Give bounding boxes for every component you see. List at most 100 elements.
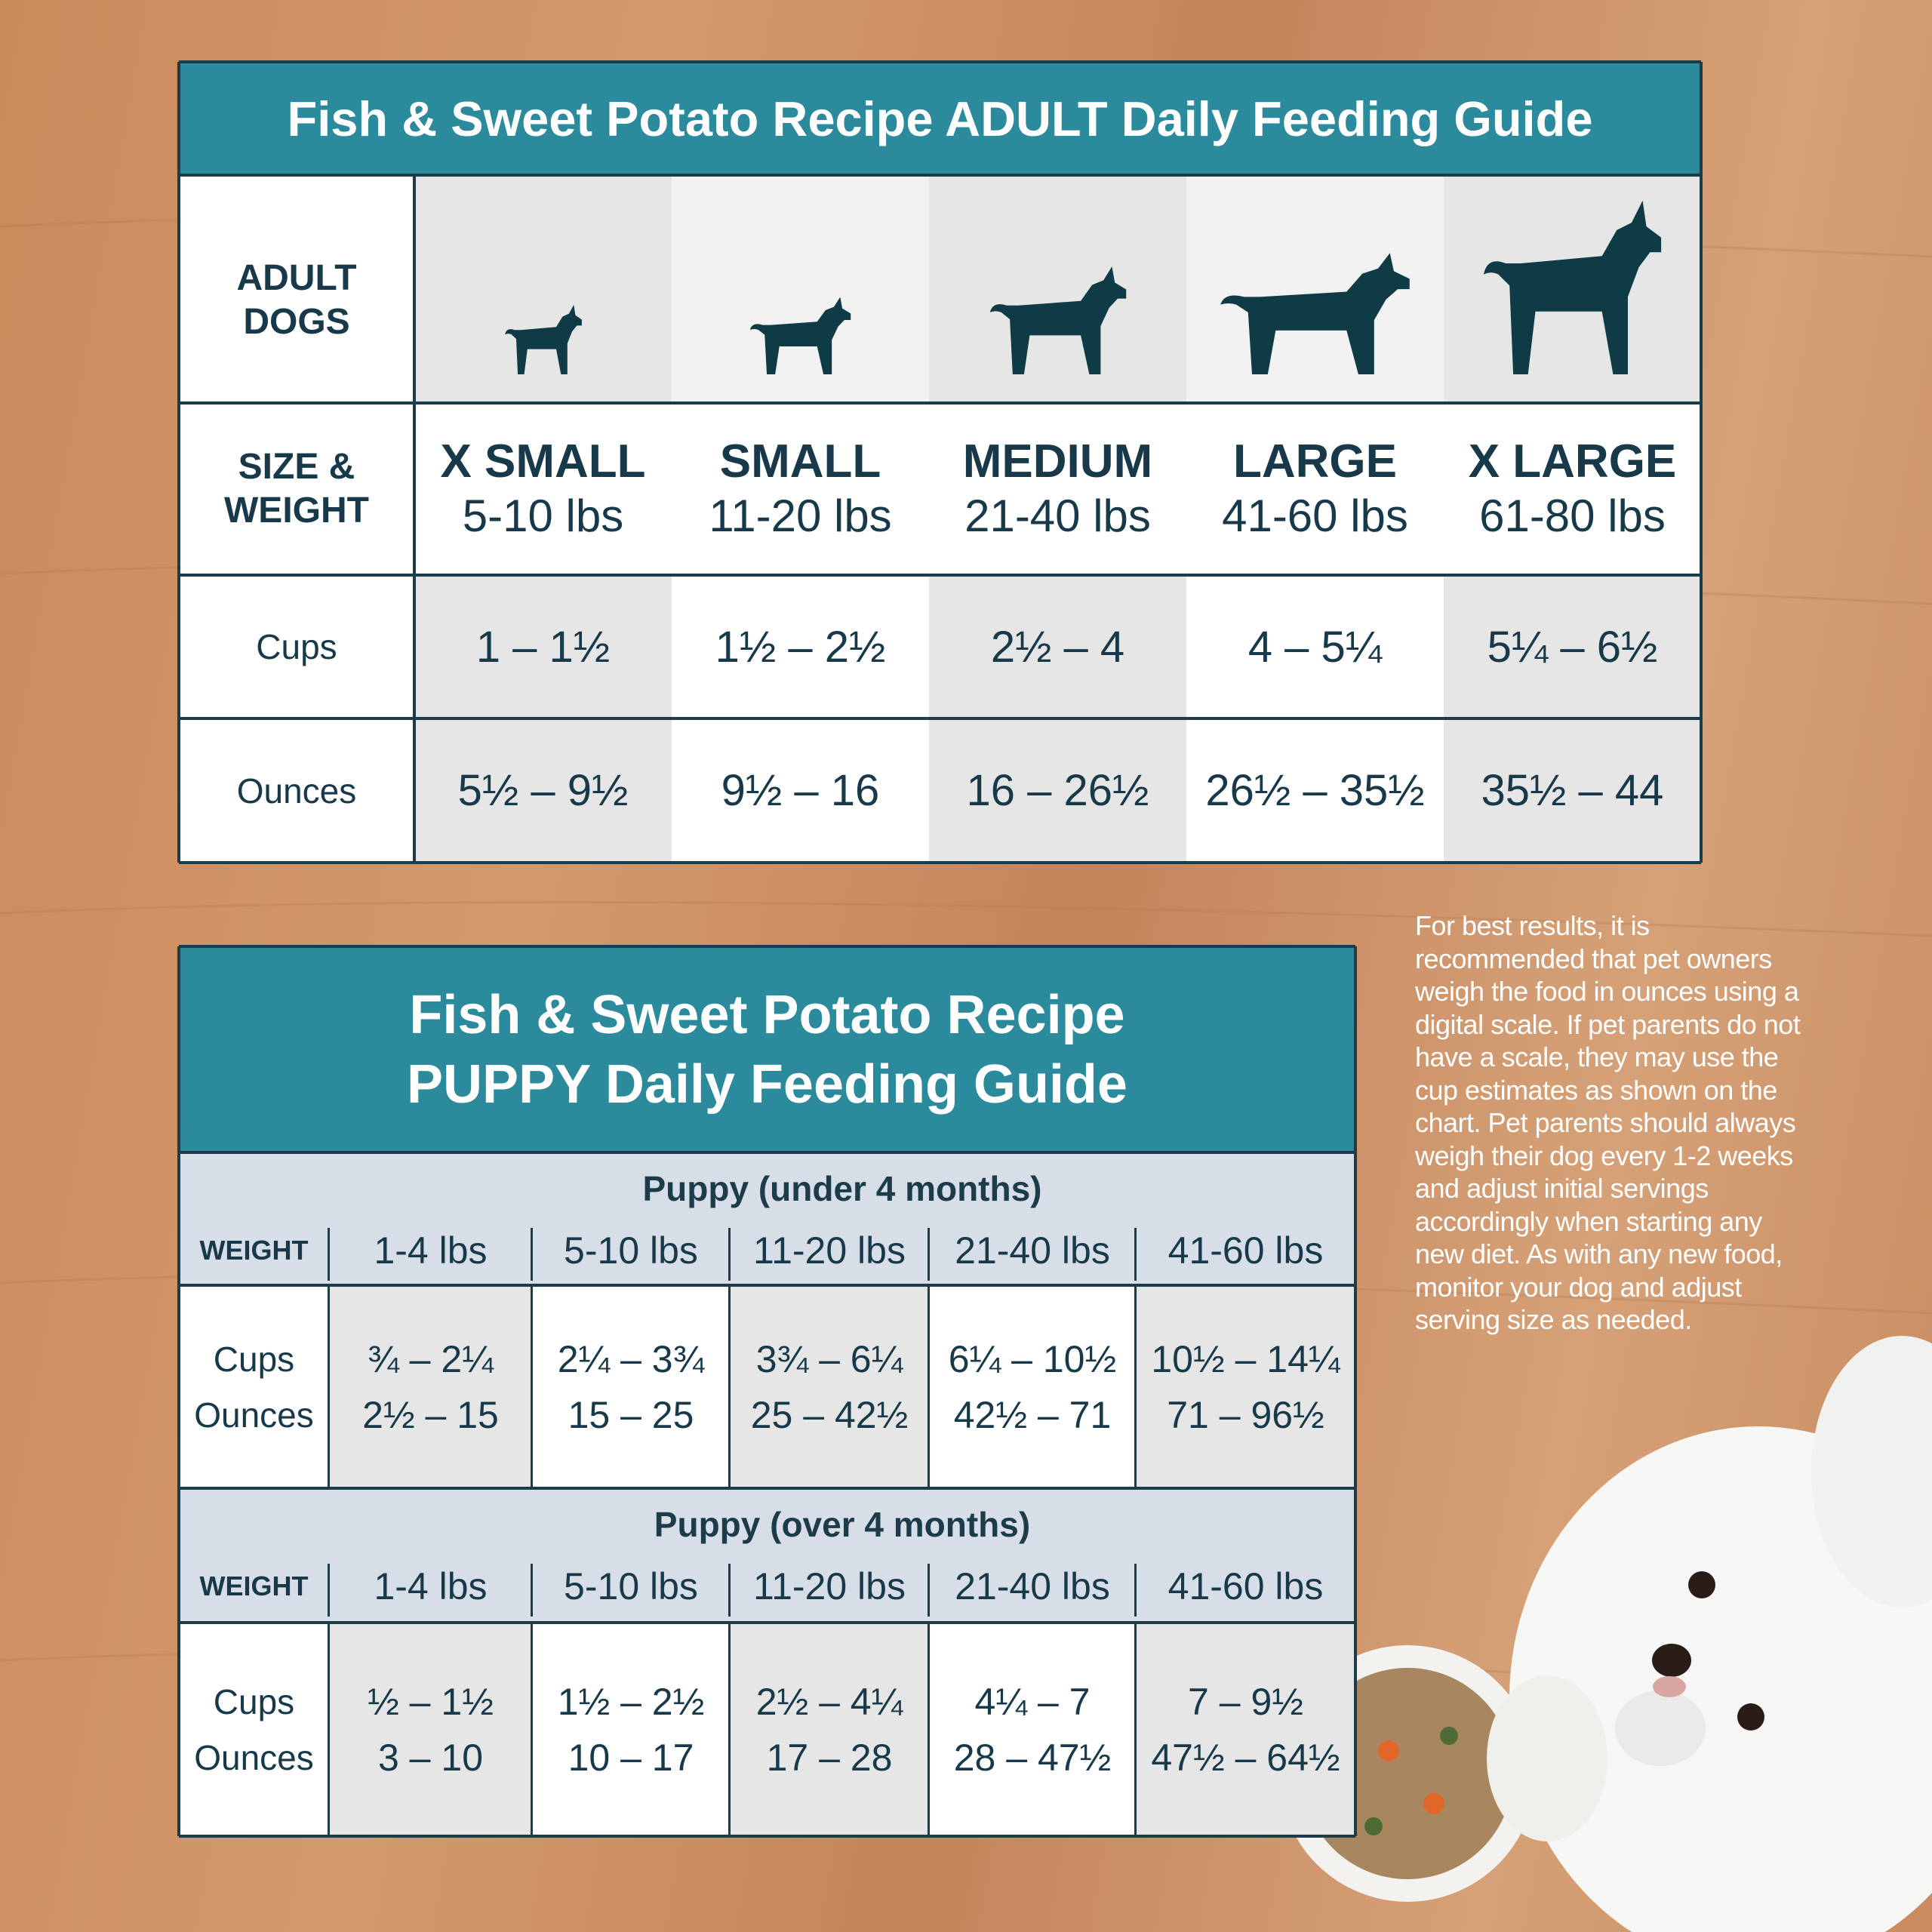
value-cell: 10½ – 14¼ 71 – 96½	[1136, 1285, 1355, 1488]
size-label: SIZE & WEIGHT	[179, 403, 414, 575]
grid-line	[1134, 1285, 1137, 1488]
ounces-text: 42½ – 71	[953, 1393, 1112, 1436]
cups-text: 2½ – 4¼	[755, 1680, 903, 1723]
value-cell: 1 – 1½	[414, 575, 672, 718]
dog-icon-cell	[1444, 175, 1701, 403]
grid-line	[179, 1835, 1355, 1838]
size-cell: SMALL 11-20 lbs	[672, 403, 929, 575]
grid-line	[1354, 946, 1357, 1836]
dog-icon-cell	[929, 175, 1186, 403]
weight-text: 41-60 lbs	[1168, 1229, 1324, 1272]
grid-line	[179, 1487, 1355, 1490]
value-cell: 1½ – 2½ 10 – 17	[532, 1623, 730, 1836]
grid-line	[179, 1151, 1355, 1154]
dog-icon	[1483, 200, 1662, 374]
cups-text: 2¼ – 3¾	[557, 1337, 705, 1380]
grid-line	[928, 1228, 930, 1281]
grid-line	[928, 1285, 930, 1488]
grid-line	[328, 1564, 330, 1617]
dog-shape	[1220, 253, 1410, 374]
weight-cell: 11-20 lbs	[730, 1220, 929, 1281]
grid-line	[1134, 1623, 1137, 1836]
size-name: LARGE	[1233, 435, 1397, 488]
grid-line	[177, 946, 180, 1836]
value-text: 26½ – 35½	[1205, 766, 1425, 815]
size-weight: 5-10 lbs	[462, 491, 624, 541]
size-weight: 61-80 lbs	[1479, 491, 1666, 541]
grid-line	[179, 174, 1701, 177]
title-text: PUPPY Daily Feeding Guide	[407, 1054, 1128, 1115]
weight-label-text: WEIGHT	[199, 1571, 309, 1601]
value-cell: 1½ – 2½	[672, 575, 929, 718]
grid-line	[928, 1564, 930, 1617]
size-cell: MEDIUM 21-40 lbs	[929, 403, 1186, 575]
value-cell: ½ – 1½ 3 – 10	[329, 1623, 532, 1836]
value-text: 1 – 1½	[475, 622, 611, 672]
grid-line	[928, 1623, 930, 1836]
grid-line	[328, 1623, 330, 1836]
size-name: SMALL	[719, 435, 881, 488]
weight-cell: 5-10 lbs	[532, 1556, 730, 1617]
size-weight: 11-20 lbs	[709, 491, 892, 541]
weight-text: 5-10 lbs	[564, 1565, 698, 1607]
dog-icon	[1220, 253, 1410, 374]
grid-line	[328, 1285, 330, 1488]
weight-label: WEIGHT	[179, 1220, 329, 1281]
grid-line	[413, 175, 416, 863]
ounces-text: 71 – 96½	[1167, 1393, 1324, 1436]
grid-line	[179, 401, 1701, 405]
dog-icon-cell	[672, 175, 929, 403]
section-header	[179, 1152, 1355, 1285]
value-cell: 4 – 5¼	[1186, 575, 1444, 718]
value-cell: 2½ – 4	[929, 575, 1186, 718]
weight-cell: 41-60 lbs	[1136, 1220, 1355, 1281]
grid-line	[179, 60, 1701, 63]
ounces-text: 28 – 47½	[953, 1736, 1112, 1779]
value-cell: 9½ – 16	[672, 718, 929, 863]
weight-cell: 5-10 lbs	[532, 1220, 730, 1281]
row-label-text: Ounces	[236, 771, 357, 811]
grid-line	[179, 861, 1701, 864]
cups-text: 6¼ – 10½	[948, 1337, 1117, 1380]
puppy-title: Fish & Sweet Potato Recipe PUPPY Daily Fe…	[179, 946, 1355, 1152]
value-cell: 7 – 9½ 47½ – 64½	[1136, 1623, 1355, 1836]
size-name: X LARGE	[1468, 435, 1677, 488]
grid-line	[1700, 62, 1703, 863]
value-text: 5½ – 9½	[457, 766, 629, 815]
value-text: 5¼ – 6½	[1487, 622, 1658, 672]
weight-cell: 1-4 lbs	[329, 1556, 532, 1617]
grid-line	[531, 1623, 533, 1836]
grid-line	[328, 1228, 330, 1281]
cups-text: ½ – 1½	[368, 1680, 494, 1723]
weight-text: 1-4 lbs	[374, 1565, 488, 1607]
cups-text: 1½ – 2½	[557, 1680, 705, 1723]
grid-line	[179, 945, 1355, 948]
section-header	[179, 1488, 1355, 1623]
row-label-text: Cups	[213, 1681, 295, 1721]
ounces-text: 47½ – 64½	[1151, 1736, 1340, 1779]
row-label: Cups Ounces	[179, 1623, 329, 1836]
weight-cell: 11-20 lbs	[730, 1556, 929, 1617]
grid-line	[179, 1284, 1355, 1287]
dog-icon-cell	[1186, 175, 1444, 403]
weight-text: 21-40 lbs	[955, 1229, 1110, 1272]
weight-cell: 1-4 lbs	[329, 1220, 532, 1281]
header-label-text: ADULT DOGS	[236, 258, 357, 342]
section-heading-text: Puppy (under 4 months)	[642, 1169, 1042, 1208]
grid-line	[531, 1228, 533, 1281]
grid-line	[179, 1621, 1355, 1624]
grid-line	[1134, 1564, 1137, 1617]
row-label-text: Ounces	[194, 1395, 314, 1435]
size-name: MEDIUM	[962, 435, 1153, 488]
grid-line	[531, 1564, 533, 1617]
value-cell: 3¾ – 6¼ 25 – 42½	[730, 1285, 929, 1488]
row-label-text: Cups	[213, 1339, 295, 1379]
grid-line	[728, 1285, 731, 1488]
grid-line	[728, 1228, 731, 1281]
header-label: ADULT DOGS	[179, 175, 414, 403]
weight-label-text: WEIGHT	[199, 1235, 309, 1266]
dog-icon	[989, 266, 1126, 374]
weight-text: 11-20 lbs	[753, 1229, 906, 1272]
